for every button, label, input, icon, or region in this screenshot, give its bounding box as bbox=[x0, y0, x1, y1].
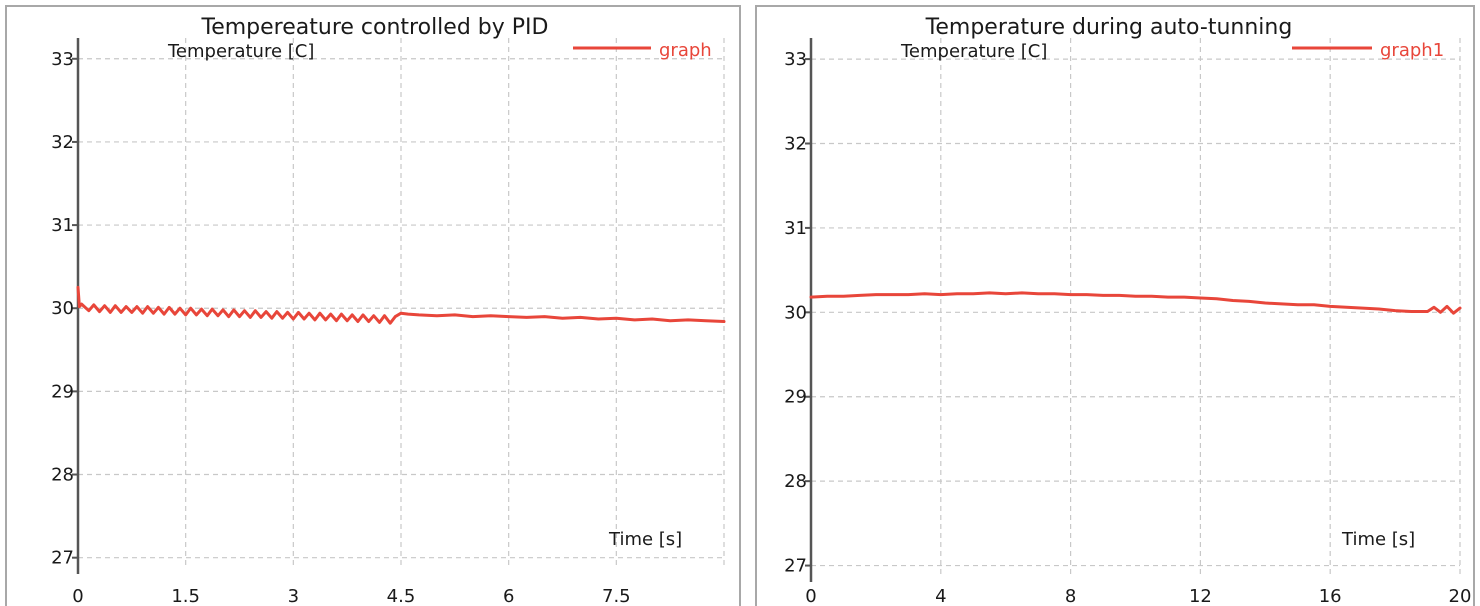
chart-frame bbox=[755, 5, 1475, 606]
tick-labels: 27 28 29 30 31 32 33 0 4 8 12 16 20 bbox=[784, 49, 1471, 606]
x-tick-label: 0 bbox=[72, 586, 83, 606]
y-axis-label: Temperature [C] bbox=[900, 41, 1047, 62]
x-tick-label: 1.5 bbox=[171, 586, 200, 606]
y-tick-label: 29 bbox=[784, 387, 807, 408]
series-line bbox=[809, 291, 1462, 315]
legend-label: graph bbox=[659, 40, 712, 61]
y-axis-label: Temperature [C] bbox=[167, 41, 314, 62]
series-lines bbox=[809, 291, 1462, 315]
x-tick-label: 3 bbox=[288, 586, 299, 606]
x-tick-label: 0 bbox=[805, 586, 816, 606]
y-tick-label: 30 bbox=[784, 302, 807, 323]
x-tick-label: 6 bbox=[503, 586, 514, 606]
x-tick-label: 12 bbox=[1189, 586, 1212, 606]
y-tick-label: 29 bbox=[51, 381, 74, 402]
y-tick-label: 31 bbox=[51, 215, 74, 236]
y-tick-label: 27 bbox=[51, 548, 74, 569]
x-tick-label: 16 bbox=[1319, 586, 1342, 606]
x-tick-label: 7.5 bbox=[602, 586, 631, 606]
x-axis-label: Time [s] bbox=[608, 529, 682, 550]
x-axis-label: Time [s] bbox=[1341, 529, 1415, 550]
y-tick-label: 33 bbox=[784, 49, 807, 70]
chart-frame bbox=[5, 5, 741, 606]
y-tick-label: 31 bbox=[784, 218, 807, 239]
y-tick-label: 33 bbox=[51, 49, 74, 70]
y-tick-label: 32 bbox=[784, 134, 807, 155]
chart-title: Tempereature controlled by PID bbox=[201, 15, 549, 40]
legend: graph bbox=[573, 40, 712, 61]
axes bbox=[805, 38, 813, 582]
legend-label: graph1 bbox=[1380, 40, 1444, 61]
y-tick-label: 30 bbox=[51, 298, 74, 319]
y-tick-label: 28 bbox=[51, 465, 74, 486]
x-tick-label: 4.5 bbox=[387, 586, 416, 606]
x-tick-label: 8 bbox=[1065, 586, 1076, 606]
y-tick-label: 32 bbox=[51, 132, 74, 153]
tick-labels: 27 28 29 30 31 32 33 0 1.5 3 4.5 6 7.5 bbox=[51, 49, 631, 606]
chart-title: Temperature during auto-tunning bbox=[925, 15, 1293, 40]
grid bbox=[811, 38, 1461, 574]
chart-pid-temperature: 27 28 29 30 31 32 33 0 1.5 3 4.5 6 7.5 Tempereature … bbox=[5, 5, 741, 606]
x-tick-label: 20 bbox=[1449, 586, 1472, 606]
series-line bbox=[76, 285, 726, 325]
grid bbox=[78, 38, 725, 566]
x-tick-label: 4 bbox=[935, 586, 946, 606]
y-tick-label: 28 bbox=[784, 471, 807, 492]
legend: graph1 bbox=[1292, 40, 1444, 61]
y-tick-label: 27 bbox=[784, 556, 807, 577]
series-lines bbox=[76, 285, 726, 325]
chart-autotune-temperature: 27 28 29 30 31 32 33 0 4 8 12 16 20 Temperature duri… bbox=[755, 5, 1475, 606]
